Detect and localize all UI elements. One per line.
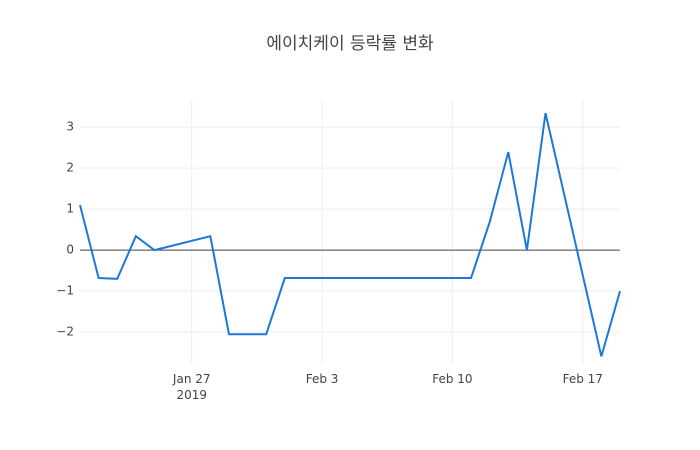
x-tick-label: Feb 17 bbox=[563, 372, 603, 386]
x-tick-label: Feb 10 bbox=[432, 372, 472, 386]
y-tick-label: 2 bbox=[66, 161, 74, 175]
x-tick-label: Feb 3 bbox=[306, 372, 339, 386]
y-tick-label: 1 bbox=[66, 202, 74, 216]
x-tick-label: Jan 27 2019 bbox=[172, 372, 211, 402]
y-tick-label: 0 bbox=[66, 243, 74, 257]
y-tick-label: −2 bbox=[56, 325, 74, 339]
y-tick-label: −1 bbox=[56, 284, 74, 298]
data-line bbox=[79, 112, 621, 357]
chart-title: 에이치케이 등락률 변화 bbox=[266, 34, 434, 54]
y-tick-label: 3 bbox=[66, 120, 74, 134]
